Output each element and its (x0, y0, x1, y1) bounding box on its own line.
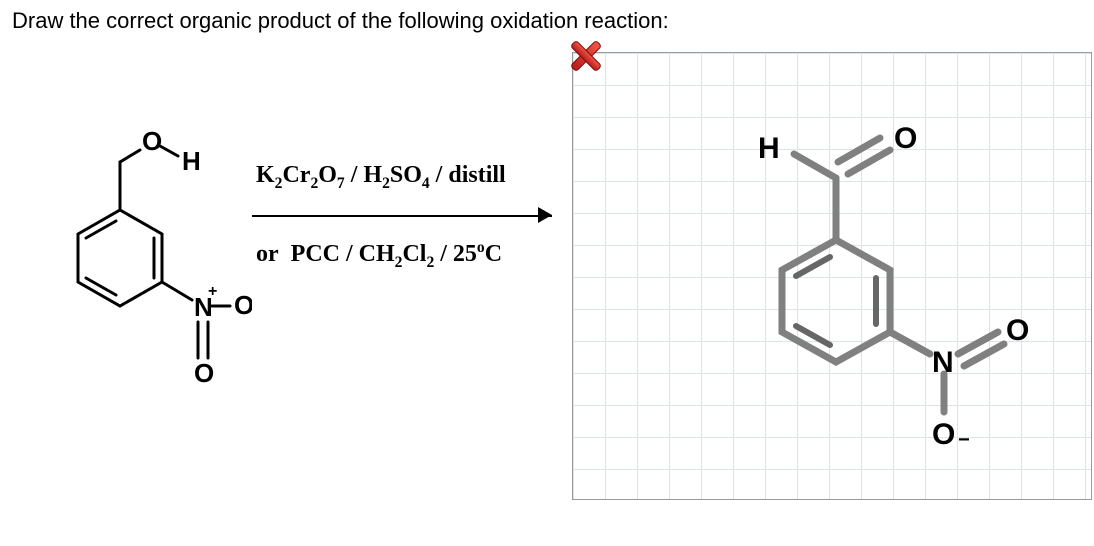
answer-O-nitro: O (1006, 314, 1029, 347)
reactant-structure: O H N + O − O (12, 42, 252, 462)
answer-structure-svg: H O N O O − (572, 52, 1092, 500)
reactant-O-alcohol: O (142, 126, 162, 156)
content-row: O H N + O − O K2Cr2O7 / H2SO4 / distill … (12, 42, 1082, 512)
answer-O-minus: O (932, 418, 955, 451)
answer-minus: − (958, 429, 970, 451)
answer-O-ald: O (894, 122, 917, 155)
reactant-svg: O H N + O − O (12, 42, 252, 462)
reactant-H-alcohol: H (182, 146, 201, 176)
reactant-plus: + (208, 283, 217, 300)
reaction-arrow (252, 201, 566, 231)
reagent-line-1: K2Cr2O7 / H2SO4 / distill (252, 162, 566, 193)
incorrect-icon (566, 36, 606, 76)
question-prompt: Draw the correct organic product of the … (12, 8, 1082, 34)
reagent-line-2: or PCC / CH2Cl2 / 25oC (252, 239, 566, 272)
reactant-O-right: O (234, 290, 252, 320)
answer-area[interactable]: H O N O O − (572, 42, 1082, 512)
answer-N: N (932, 346, 954, 379)
reactant-O-down: O (194, 358, 214, 388)
reagent-conditions: K2Cr2O7 / H2SO4 / distill or PCC / CH2Cl… (252, 162, 566, 272)
answer-H: H (758, 132, 780, 165)
